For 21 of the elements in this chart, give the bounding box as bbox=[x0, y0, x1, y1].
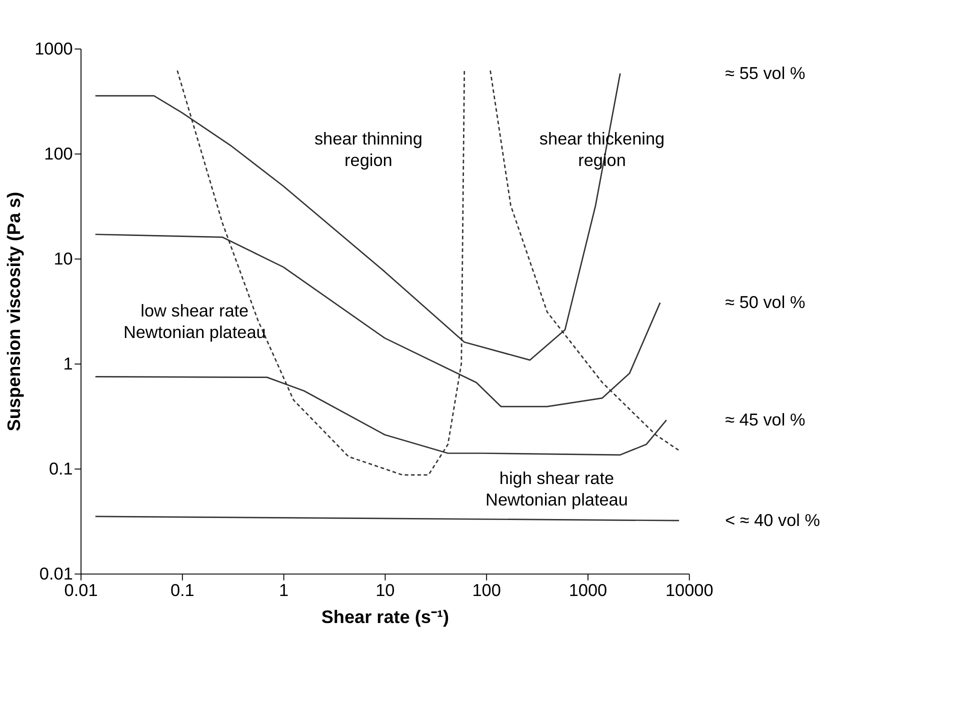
annotation: low shear rate Newtonian plateau bbox=[123, 300, 266, 342]
text: < ≈ 40 vol % bbox=[725, 510, 820, 530]
x-tick-label: 0.1 bbox=[170, 580, 194, 600]
x-tick-label: 100 bbox=[472, 580, 501, 600]
y-tick-label: 100 bbox=[44, 143, 73, 164]
text: ≈ 55 vol % bbox=[725, 62, 806, 83]
annotation: high shear rate Newtonian plateau bbox=[486, 468, 628, 510]
text: ≈ 45 vol % bbox=[725, 409, 806, 430]
x-tick-label: 1000 bbox=[568, 580, 608, 600]
y-tick-label: 0.01 bbox=[39, 563, 73, 584]
y-tick-label: 10 bbox=[54, 248, 73, 268]
text: ≈ 50 vol % bbox=[725, 292, 806, 312]
y-tick-label: 1 bbox=[63, 353, 73, 374]
y-tick-label: 1000 bbox=[34, 38, 73, 58]
x-axis-title: Shear rate (s⁻¹) bbox=[321, 606, 450, 627]
annotation: shear thinning region bbox=[314, 128, 422, 170]
x-tick-label: 1 bbox=[279, 580, 289, 600]
y-axis-title: Suspension viscosity (Pa s) bbox=[4, 192, 24, 432]
x-tick-label: 10000 bbox=[665, 580, 714, 600]
x-tick-label: 10 bbox=[376, 580, 395, 600]
y-tick-label: 0.1 bbox=[48, 458, 73, 478]
